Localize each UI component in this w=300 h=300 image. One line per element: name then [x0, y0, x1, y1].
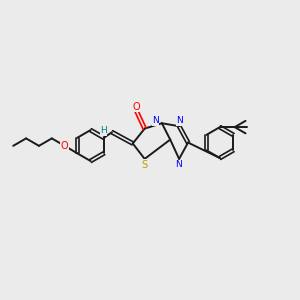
- Text: N: N: [152, 116, 159, 125]
- Text: O: O: [61, 141, 68, 151]
- Text: O: O: [132, 102, 140, 112]
- Text: S: S: [141, 160, 147, 170]
- Text: N: N: [175, 160, 182, 169]
- Text: N: N: [176, 116, 183, 125]
- Text: H: H: [100, 126, 107, 135]
